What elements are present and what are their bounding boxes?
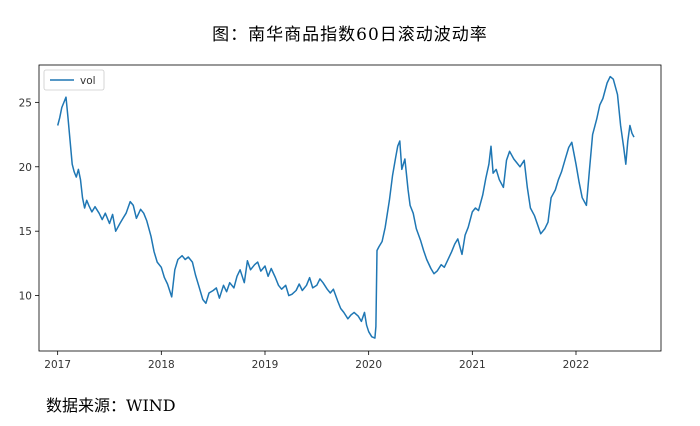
series-line-vol — [56, 75, 635, 339]
chart-title: 图：南华商品指数60日滚动波动率 — [212, 25, 488, 45]
legend: vol — [43, 69, 105, 91]
plot-layer — [56, 75, 635, 339]
y-tick-label: 20 — [19, 162, 32, 174]
y-tick-label: 15 — [19, 226, 32, 238]
x-tick-label: 2020 — [355, 359, 382, 371]
y-tick-label: 10 — [19, 291, 32, 303]
plot-frame — [38, 64, 662, 352]
axes-layer: 10 15 20 25 2017 2018 2019 2020 2021 2022 — [19, 64, 662, 371]
legend-label: vol — [80, 75, 96, 87]
x-tick-label: 2021 — [459, 359, 486, 371]
x-tick-label: 2019 — [252, 359, 279, 371]
x-tick-label: 2018 — [148, 359, 175, 371]
x-tick-label: 2017 — [44, 359, 71, 371]
x-tick-label: 2022 — [563, 359, 590, 371]
y-tick-label: 25 — [19, 97, 32, 109]
data-source-note: 数据来源：WIND — [46, 396, 176, 415]
